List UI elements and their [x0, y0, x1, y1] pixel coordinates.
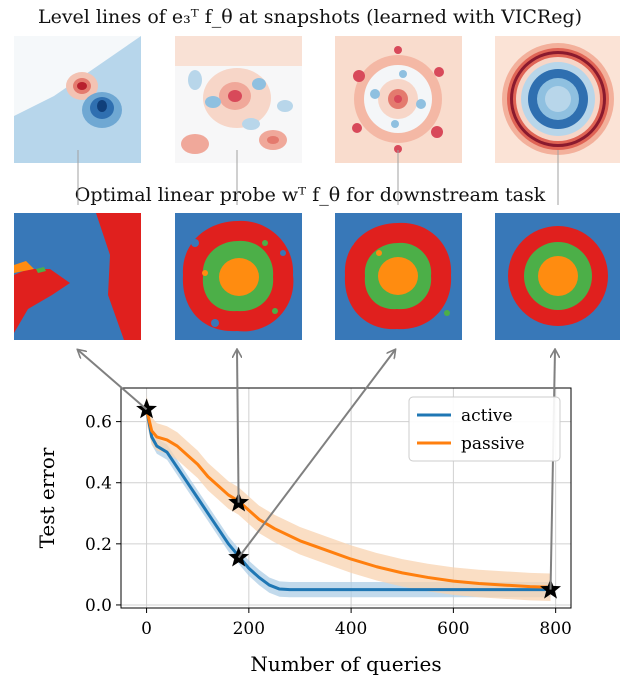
- x-tick-label: 0: [141, 619, 152, 639]
- y-tick-label: 0.2: [85, 535, 112, 555]
- linear-probe-title: Optimal linear probe wᵀ f_θ for downstre…: [74, 184, 546, 206]
- plot-frame: [120, 387, 572, 609]
- y-axis-label: Test error: [35, 447, 59, 548]
- linear-probe-snapshot-4: [495, 213, 620, 340]
- passive-line: [145, 409, 551, 589]
- y-tick-label: 0.0: [85, 596, 112, 616]
- linear-probe-snapshot-1: [14, 213, 141, 340]
- x-axis-label: Number of queries: [250, 652, 441, 676]
- level-lines-snapshot-4: [495, 36, 620, 163]
- x-tick-label: 800: [539, 619, 571, 639]
- x-tick-label: 600: [437, 619, 469, 639]
- passive-confidence-band: [146, 395, 551, 601]
- level-lines-title: Level lines of e₃ᵀ f_θ at snapshots (lea…: [37, 6, 583, 28]
- legend-box: [408, 396, 561, 462]
- x-tick-label: 200: [233, 619, 265, 639]
- linear-probe-snapshot-2: [175, 213, 302, 340]
- linear-probe-snapshot-3: [335, 213, 462, 340]
- legend-label-passive: passive: [461, 434, 525, 454]
- level-lines-snapshot-3: [335, 36, 462, 163]
- snapshot-connector-arrow: [78, 350, 148, 411]
- legend-label-active: active: [461, 406, 513, 426]
- x-tick-label: 400: [335, 619, 367, 639]
- level-lines-snapshot-2: [175, 36, 302, 163]
- snapshot-connector-arrow: [237, 350, 239, 503]
- y-tick-label: 0.6: [85, 413, 112, 433]
- snapshot-connector-arrow: [549, 350, 555, 590]
- level-lines-snapshot-1: [14, 36, 141, 163]
- snapshot-connector-arrow: [237, 350, 395, 559]
- y-tick-label: 0.4: [85, 474, 112, 494]
